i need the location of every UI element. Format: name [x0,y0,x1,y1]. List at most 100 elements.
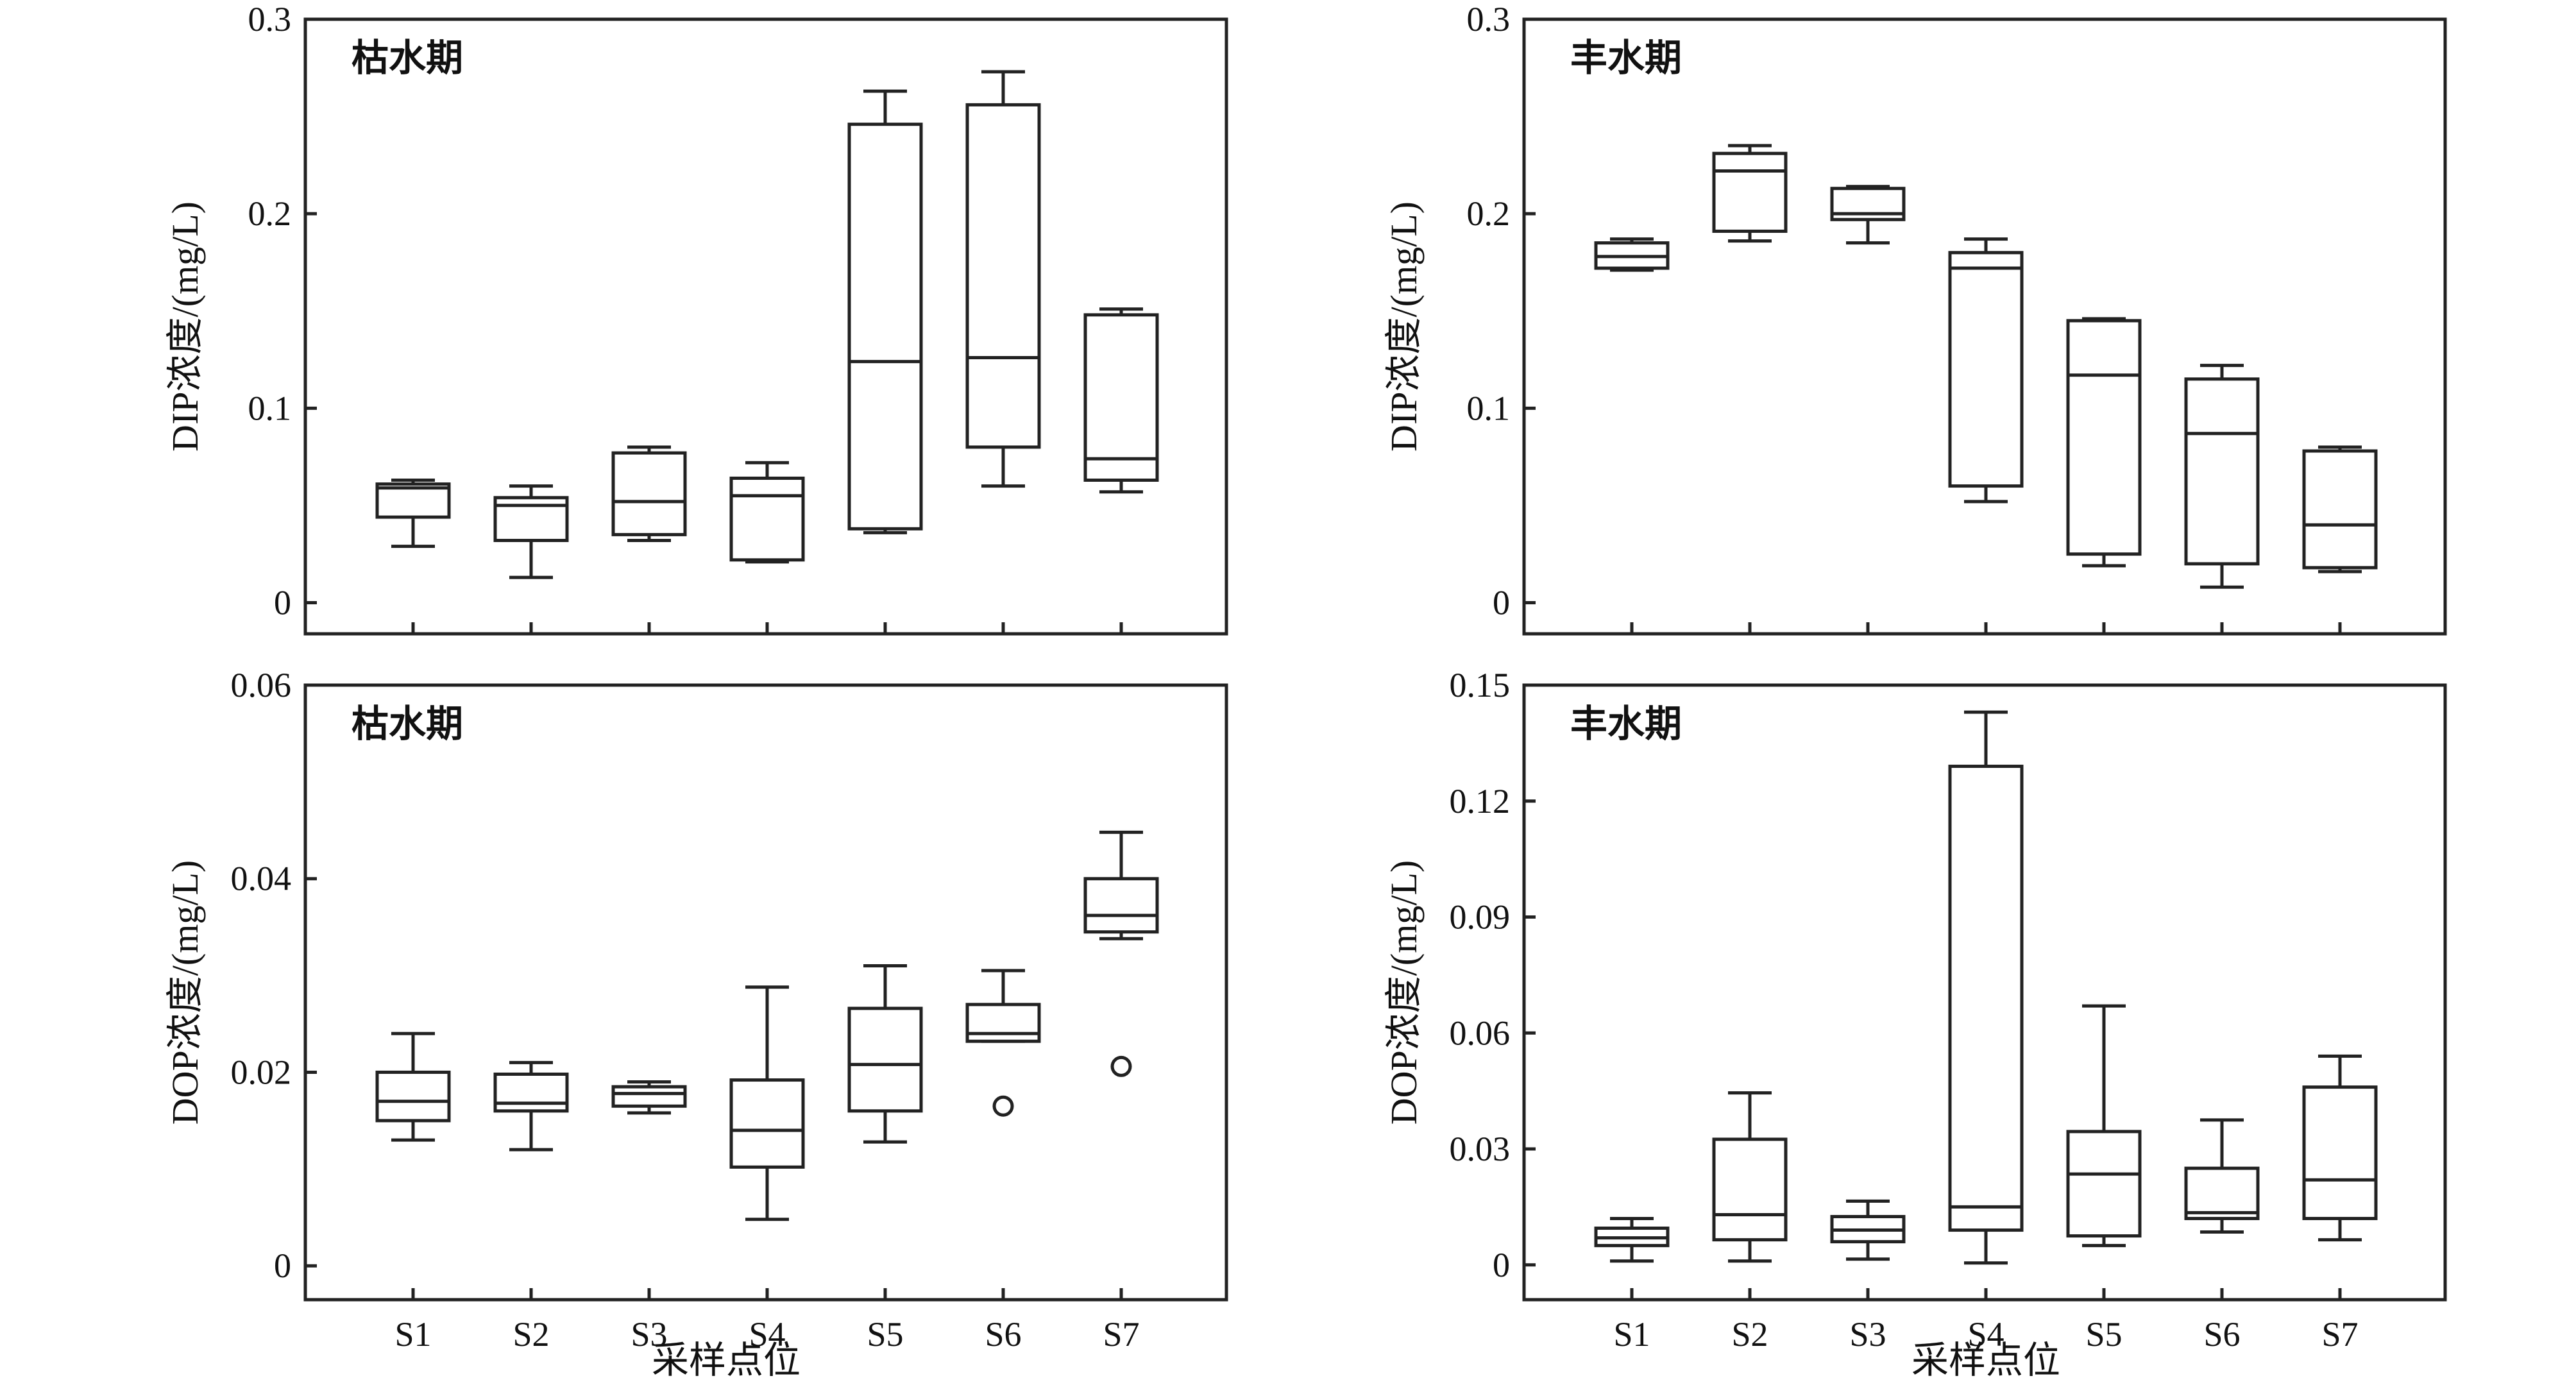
x-tick-label: S1 [1613,1315,1650,1354]
outlier-point-s7 [1110,1055,1132,1077]
y-tick-label: 0.2 [248,194,292,233]
x-tick-label: S5 [867,1315,903,1354]
box-s1 [1594,237,1670,272]
y-tick-label: 0.09 [1450,898,1511,937]
iqr-box [493,1072,569,1113]
iqr-box [729,476,805,562]
panel-annotation: 枯水期 [352,37,463,79]
y-tick-label: 0.03 [1450,1130,1511,1168]
iqr-box [2184,1166,2260,1220]
x-tick-label: S2 [513,1315,549,1354]
iqr-box [847,123,923,531]
box-s5 [847,89,923,534]
outlier-point-s6 [992,1095,1014,1117]
x-tick-label: S3 [1849,1315,1886,1354]
x-tick-label: S4 [1967,1315,2004,1354]
iqr-box [847,1007,923,1113]
box-s6 [2184,364,2260,589]
iqr-box [965,103,1041,449]
box-s2 [1712,1091,1788,1263]
iqr-box [2066,319,2142,556]
x-tick-label: S3 [631,1315,667,1354]
box-s4 [1948,237,2024,504]
y-tick-label: 0 [1493,1246,1510,1284]
box-s2 [493,484,569,579]
x-tick-label: S7 [2321,1315,2358,1354]
y-tick-label: 0.12 [1450,782,1511,820]
panels: 0 0.1 0.2 0.3 枯水期 DIP浓度/(mg/L) 0 0.1 0.2 0.3 丰水期 DI… [164,0,2447,1354]
x-tick-label: S6 [2203,1315,2240,1354]
iqr-box [2302,449,2378,570]
chart-panel-dip-dry: 0 0.1 0.2 0.3 枯水期 DIP浓度/(mg/L) [164,0,1228,636]
iqr-box [729,1078,805,1169]
panel-annotation: 丰水期 [1570,37,1682,79]
iqr-box [2066,1130,2142,1238]
iqr-box [375,1070,451,1123]
box-s5 [847,964,923,1144]
y-tick-label: 0.06 [1450,1014,1511,1052]
y-tick-label: 0 [274,1246,291,1285]
box-s3 [1830,1199,1906,1261]
y-axis-title: DIP浓度/(mg/L) [1383,201,1425,452]
y-tick-label: 0.02 [231,1053,292,1091]
box-s1 [375,479,451,548]
y-tick-label: 0 [274,583,291,622]
y-axis-title: DOP浓度/(mg/L) [1383,860,1425,1125]
x-tick-label: S1 [394,1315,431,1354]
box-s6 [965,70,1041,488]
box-s4 [1948,710,2024,1265]
y-tick-label: 0.1 [248,389,292,427]
box-s3 [611,1080,687,1115]
y-tick-label: 0.3 [1467,0,1511,38]
iqr-box [375,482,451,519]
y-tick-label: 0.06 [231,666,292,704]
box-s6 [2184,1118,2260,1234]
x-tick-label: S5 [2085,1315,2122,1354]
box-s7 [2302,445,2378,574]
iqr-box [1948,251,2024,488]
box-s6 [965,969,1041,1043]
x-axis-title-left: 采样点位 [652,1339,801,1381]
chart-panel-dip-wet: 0 0.1 0.2 0.3 丰水期 DIP浓度/(mg/L) [1383,0,2447,636]
box-s2 [1712,144,1788,243]
x-tick-label: S7 [1103,1315,1139,1354]
y-axis-title: DOP浓度/(mg/L) [164,860,206,1125]
y-axis-title: DIP浓度/(mg/L) [164,201,206,452]
y-tick-label: 0.15 [1450,666,1511,704]
box-s3 [1830,185,1906,245]
y-tick-label: 0.04 [231,860,292,898]
chart-panel-dop-wet: 0 0.03 0.06 0.09 0.12 0.15 S1 S2 S3 S4 S5 S6 S7 丰水期 DO… [1383,666,2447,1354]
iqr-box [965,1003,1041,1043]
x-tick-label: S2 [1731,1315,1768,1354]
iqr-box [1712,151,1788,233]
iqr-box [1712,1137,1788,1242]
chart-panel-dop-dry: 0 0.02 0.04 0.06 S1 S2 S3 S4 S5 S6 S7 枯水期 DOP浓度/(mg/… [164,666,1228,1354]
box-s1 [1594,1216,1670,1263]
x-axis-title-right: 采样点位 [1911,1339,2060,1381]
y-tick-label: 0.2 [1467,194,1511,233]
box-s7 [1083,307,1159,494]
iqr-box [1083,877,1159,934]
box-s4 [729,985,805,1221]
box-s4 [729,461,805,564]
y-tick-label: 0 [1493,583,1510,622]
box-s7 [2302,1054,2378,1242]
box-s5 [2066,1004,2142,1248]
iqr-box [2184,377,2260,566]
x-tick-label: S4 [749,1315,785,1354]
box-s3 [611,445,687,542]
box-s1 [375,1032,451,1142]
iqr-box [1083,313,1159,482]
iqr-box [611,451,687,536]
y-tick-label: 0.3 [248,0,292,38]
y-tick-label: 0.1 [1467,389,1511,427]
box-s2 [493,1060,569,1151]
box-s5 [2066,317,2142,568]
iqr-box [1948,765,2024,1232]
x-tick-label: S6 [985,1315,1021,1354]
box-s7 [1083,830,1159,940]
iqr-box [2302,1085,2378,1220]
panel-annotation: 枯水期 [352,703,463,745]
panel-annotation: 丰水期 [1570,703,1682,745]
